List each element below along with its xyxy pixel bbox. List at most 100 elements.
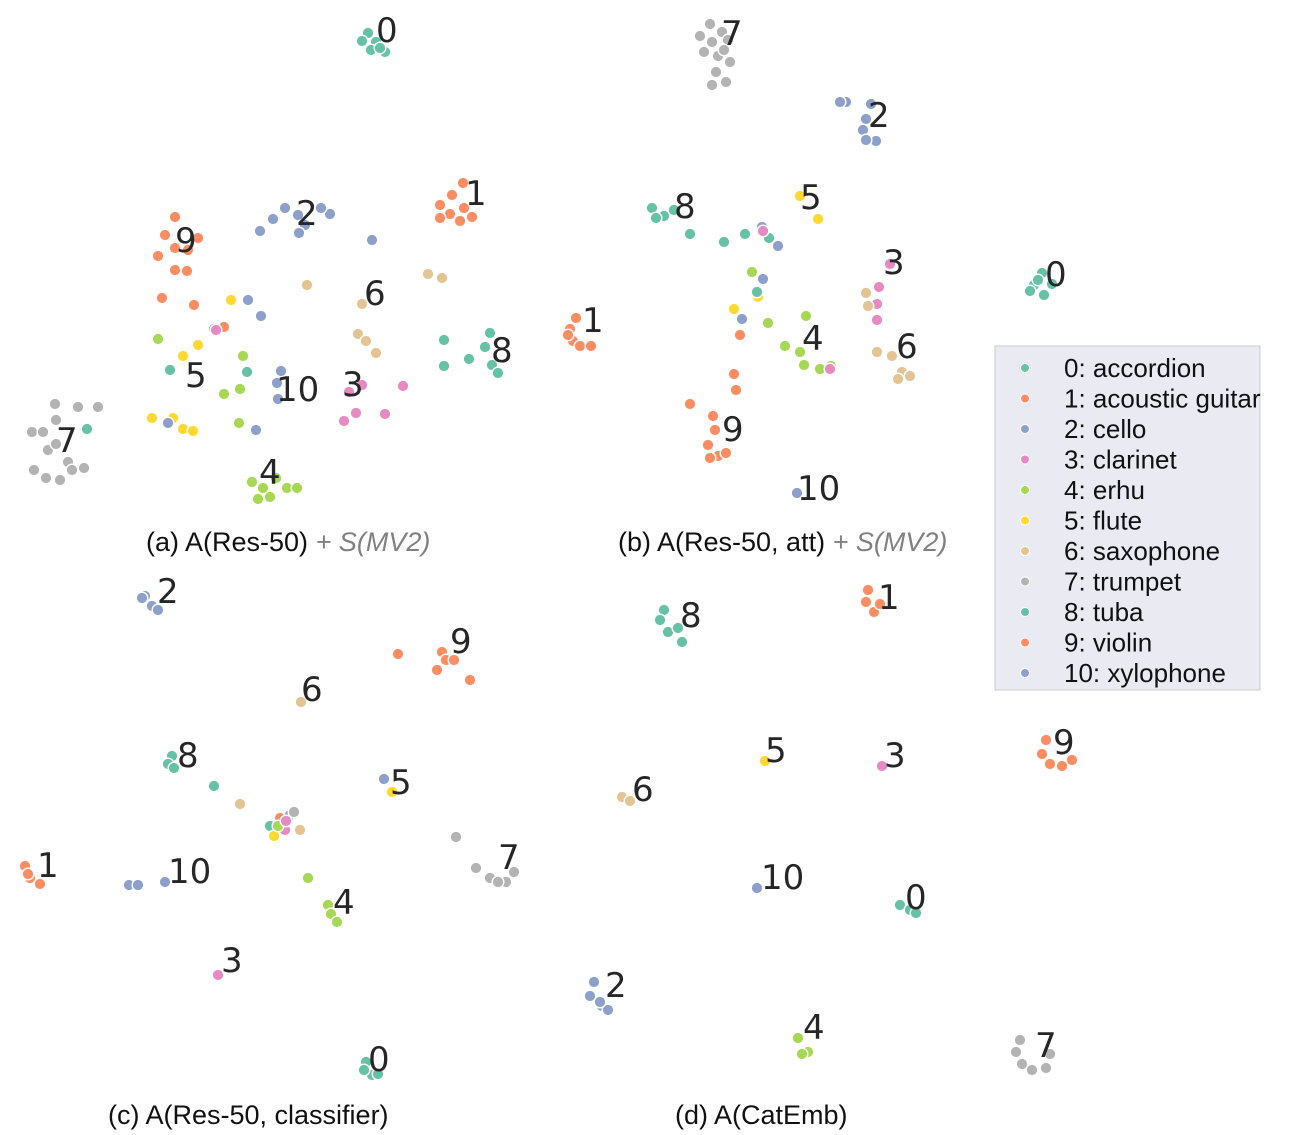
cluster-label: 5	[765, 731, 787, 771]
scatter-point	[561, 328, 575, 342]
legend-label: 5: flute	[1064, 506, 1142, 536]
scatter-point	[337, 414, 351, 428]
scatter-point	[349, 406, 363, 420]
scatter-point	[1037, 288, 1051, 302]
scatter-point	[569, 311, 583, 325]
scatter-point	[49, 413, 63, 427]
scatter-point	[359, 334, 373, 348]
scatter-point	[1039, 733, 1053, 747]
caption-b: (b) A(Res-50, att) + S(MV2)	[618, 527, 947, 557]
cluster-label: 7	[721, 14, 743, 54]
scatter-point	[373, 41, 387, 55]
scatter-point	[232, 416, 246, 430]
scatter-point	[351, 327, 365, 341]
cluster-label: 4	[803, 1008, 825, 1048]
scatter-point	[771, 239, 785, 253]
scatter-point	[293, 823, 307, 837]
scatter-point	[703, 17, 717, 31]
scatter-point	[738, 227, 752, 241]
scatter-point	[49, 437, 63, 451]
scatter-point	[1013, 1033, 1027, 1047]
scatter-point	[870, 313, 884, 327]
scatter-point	[1043, 1047, 1057, 1061]
cluster-label: 9	[722, 410, 744, 450]
scatter-point	[151, 332, 165, 346]
scatter-point	[709, 65, 723, 79]
scatter-point	[249, 423, 263, 437]
scatter-point	[48, 397, 62, 411]
scatter-point	[256, 481, 270, 495]
scatter-point	[233, 382, 247, 396]
scatter-point	[583, 989, 597, 1003]
cluster-label: 5	[390, 763, 412, 803]
scatter-point	[168, 210, 182, 224]
cluster-label: 2	[157, 572, 179, 612]
cluster-label: 6	[364, 274, 386, 314]
scatter-point	[186, 424, 200, 438]
scatter-point	[491, 875, 505, 889]
scatter-point	[21, 867, 35, 881]
scatter-point	[91, 400, 105, 414]
scatter-point	[365, 233, 379, 247]
scatter-point	[1045, 277, 1059, 291]
scatter-point	[437, 359, 451, 373]
scatter-point	[155, 291, 169, 305]
scatter-point	[893, 898, 907, 912]
scatter-point	[653, 613, 667, 627]
caption-b-aux: + S(MV2)	[833, 527, 948, 557]
scatter-point	[727, 302, 741, 316]
scatter-point	[456, 176, 470, 190]
cluster-label: 9	[175, 221, 197, 261]
scatter-point	[453, 214, 467, 228]
legend-marker	[1020, 485, 1030, 495]
scatter-point	[447, 653, 461, 667]
legend-box	[994, 345, 1261, 691]
cluster-label: 0	[376, 11, 398, 51]
scatter-point	[71, 400, 85, 414]
scatter-point	[872, 280, 886, 294]
scatter-point	[430, 663, 444, 677]
scatter-point	[151, 603, 165, 617]
scatter-point	[735, 312, 749, 326]
scatter-point	[791, 1031, 805, 1045]
scatter-point	[180, 264, 194, 278]
cluster-label: 0	[905, 878, 927, 918]
scatter-point	[873, 597, 887, 611]
scatter-point	[507, 865, 521, 879]
cluster-label: 3	[342, 365, 364, 405]
scatter-point	[27, 463, 41, 477]
cluster-labels: 0 1 2 3 4 5 6 7 8 9 10 0 1 2 3 4 5 6 7 8 9 10 0 1 2 3 4 5 6 7 8 9 10 0 1 2 3…	[37, 11, 1075, 1080]
scatter-point	[1039, 1061, 1053, 1075]
scatter-point	[465, 210, 479, 224]
scatter-point	[733, 328, 747, 342]
scatter-point	[469, 861, 483, 875]
scatter-point	[161, 416, 175, 430]
scatter-point	[823, 362, 837, 376]
legend-marker	[1020, 424, 1030, 434]
scatter-point	[290, 481, 304, 495]
scatter-point	[649, 211, 663, 225]
scatter-point	[1025, 1063, 1039, 1077]
scatter-point	[750, 881, 764, 895]
scatter-point	[705, 35, 719, 49]
scatter-point	[233, 797, 247, 811]
scatter-point	[756, 224, 770, 238]
legend-marker	[1020, 515, 1030, 526]
scatter-point	[719, 446, 733, 460]
scatter-points	[18, 17, 1079, 1082]
scatter-point	[207, 779, 221, 793]
scatter-point	[833, 95, 847, 109]
scatter-point	[701, 438, 715, 452]
scatter-point	[463, 673, 477, 687]
scatter-point	[271, 392, 285, 406]
scatter-point	[799, 309, 813, 323]
scatter-point	[457, 201, 471, 215]
cluster-label: 1	[878, 578, 900, 618]
scatter-point	[671, 621, 685, 635]
scatter-point	[903, 369, 917, 383]
scatter-point	[168, 263, 182, 277]
scatter-point	[483, 326, 497, 340]
scatter-point	[811, 212, 825, 226]
legend-label: 7: trumpet	[1064, 567, 1182, 597]
